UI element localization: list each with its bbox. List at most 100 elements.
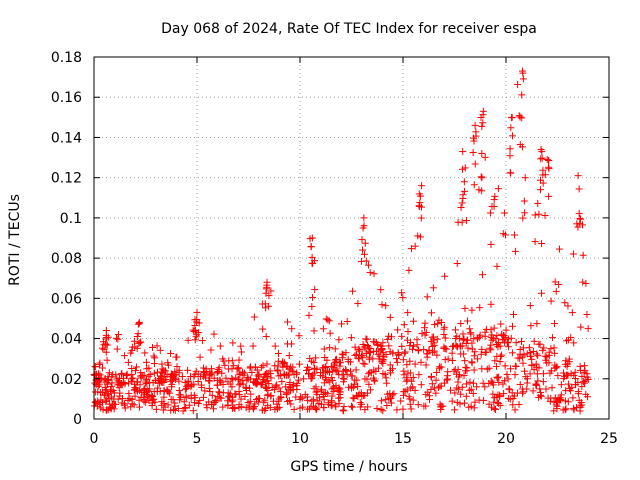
chart-title: Day 068 of 2024, Rate Of TEC Index for r… <box>161 21 537 37</box>
data-point <box>357 389 365 397</box>
data-point <box>143 391 151 399</box>
data-point <box>403 376 411 384</box>
data-point <box>126 395 134 403</box>
data-point <box>577 366 585 374</box>
data-point <box>471 348 479 356</box>
data-point <box>552 364 560 372</box>
data-point <box>508 322 516 330</box>
data-point <box>511 247 519 255</box>
data-point <box>114 395 122 403</box>
data-point <box>483 365 491 373</box>
x-tick-label: 0 <box>90 431 99 447</box>
data-point <box>547 297 555 305</box>
data-point <box>365 355 373 363</box>
data-point <box>470 404 478 412</box>
data-point <box>97 396 105 404</box>
data-point <box>526 370 534 378</box>
data-point <box>332 403 340 411</box>
data-point <box>493 373 501 381</box>
data-point <box>444 368 452 376</box>
data-point <box>387 369 395 377</box>
data-point <box>461 304 469 312</box>
data-point <box>150 369 158 377</box>
data-point <box>167 349 175 357</box>
data-point <box>423 293 431 301</box>
data-point <box>129 374 137 382</box>
data-point <box>234 364 242 372</box>
data-point <box>486 209 494 217</box>
data-point <box>267 374 275 382</box>
data-point <box>152 405 160 413</box>
data-point <box>241 393 249 401</box>
data-point <box>201 387 209 395</box>
data-point <box>335 394 343 402</box>
data-point <box>409 373 417 381</box>
data-point <box>461 187 469 195</box>
data-point <box>353 376 361 384</box>
data-point <box>246 364 254 372</box>
data-point <box>357 257 365 265</box>
data-point <box>278 378 286 386</box>
data-point <box>191 394 199 402</box>
data-point <box>358 354 366 362</box>
data-point <box>477 350 485 358</box>
data-point <box>464 336 472 344</box>
data-point <box>192 367 200 375</box>
data-point <box>262 369 270 377</box>
data-point <box>501 231 509 239</box>
data-point <box>348 372 356 380</box>
data-point <box>568 309 576 317</box>
data-point <box>360 222 368 230</box>
data-point <box>255 373 263 381</box>
data-point <box>575 185 583 193</box>
data-point <box>366 386 374 394</box>
data-point <box>509 401 517 409</box>
data-point <box>539 370 547 378</box>
data-point <box>124 358 132 366</box>
data-point <box>142 379 150 387</box>
data-point <box>213 369 221 377</box>
data-point <box>499 331 507 339</box>
data-point <box>499 380 507 388</box>
data-point <box>117 370 125 378</box>
data-point <box>432 389 440 397</box>
data-point <box>546 369 554 377</box>
data-point <box>214 368 222 376</box>
data-point <box>142 358 150 366</box>
data-point <box>180 398 188 406</box>
data-point <box>148 392 156 400</box>
data-point <box>229 376 237 384</box>
data-point <box>392 355 400 363</box>
data-point <box>171 368 179 376</box>
data-point <box>387 333 395 341</box>
data-point <box>143 380 151 388</box>
data-point <box>493 262 501 270</box>
data-point <box>153 342 161 350</box>
data-point <box>252 395 260 403</box>
data-point <box>354 392 362 400</box>
data-point <box>195 319 203 327</box>
data-point <box>310 359 318 367</box>
data-point <box>415 371 423 379</box>
data-point <box>525 344 533 352</box>
data-point <box>337 320 345 328</box>
data-point <box>116 389 124 397</box>
data-point <box>360 214 368 222</box>
data-point <box>577 323 585 331</box>
data-point <box>326 329 334 337</box>
data-point <box>458 383 466 391</box>
data-point <box>579 278 587 286</box>
data-point <box>468 306 476 314</box>
data-point <box>224 389 232 397</box>
y-tick-label: 0.04 <box>51 332 82 348</box>
data-point <box>91 363 99 371</box>
data-point <box>336 394 344 402</box>
data-point <box>493 352 501 360</box>
data-point <box>308 303 316 311</box>
data-point <box>121 352 129 360</box>
data-point <box>564 380 572 388</box>
x-tick-label: 25 <box>600 431 618 447</box>
data-point <box>363 341 371 349</box>
data-point <box>104 373 112 381</box>
